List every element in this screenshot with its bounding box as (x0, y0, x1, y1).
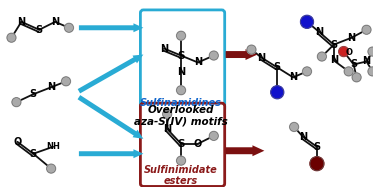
Text: Sulfinamidines: Sulfinamidines (140, 98, 222, 108)
Text: N: N (47, 82, 55, 92)
Circle shape (247, 45, 256, 54)
Circle shape (300, 15, 313, 28)
Circle shape (209, 131, 218, 140)
Text: S: S (30, 149, 37, 159)
Circle shape (271, 86, 284, 99)
Text: S: S (330, 40, 338, 50)
Text: N: N (348, 33, 356, 43)
Circle shape (317, 52, 326, 61)
Circle shape (46, 164, 56, 173)
Text: N: N (315, 27, 323, 37)
FancyBboxPatch shape (140, 10, 225, 112)
FancyArrow shape (226, 145, 264, 156)
Text: S: S (30, 89, 37, 99)
Text: N: N (299, 132, 307, 142)
Text: S: S (177, 50, 185, 60)
FancyArrow shape (226, 49, 257, 60)
FancyArrow shape (79, 23, 143, 32)
Text: NH: NH (46, 142, 60, 151)
Text: O: O (13, 137, 21, 147)
Circle shape (352, 73, 361, 82)
FancyArrow shape (79, 149, 143, 158)
Circle shape (177, 86, 186, 95)
FancyBboxPatch shape (140, 103, 225, 186)
Circle shape (64, 23, 74, 32)
Text: N: N (177, 67, 185, 77)
Text: S: S (350, 60, 357, 70)
Text: S: S (314, 142, 321, 152)
Circle shape (362, 25, 371, 34)
Circle shape (368, 67, 375, 76)
Text: N: N (163, 124, 171, 134)
Circle shape (310, 157, 324, 171)
Circle shape (290, 122, 298, 131)
Text: S: S (36, 25, 43, 35)
Text: Overlooked
aza-S(IV) motifs: Overlooked aza-S(IV) motifs (134, 105, 228, 127)
Text: N: N (363, 57, 370, 67)
Text: N: N (51, 17, 59, 27)
Text: O: O (345, 48, 352, 57)
Text: N: N (194, 57, 202, 67)
Circle shape (177, 156, 186, 165)
Circle shape (344, 67, 353, 76)
Text: N: N (257, 53, 265, 63)
Text: Sulfinimidate
esters: Sulfinimidate esters (144, 165, 218, 186)
Text: N: N (17, 17, 26, 27)
Circle shape (163, 110, 172, 119)
Circle shape (12, 98, 21, 107)
Circle shape (303, 67, 312, 76)
Text: S: S (274, 62, 281, 72)
FancyArrow shape (78, 95, 143, 139)
Circle shape (62, 77, 70, 86)
Circle shape (368, 47, 375, 56)
FancyArrow shape (78, 55, 143, 93)
Text: N: N (160, 44, 168, 54)
Text: N: N (289, 72, 297, 82)
Circle shape (209, 51, 218, 60)
Circle shape (177, 31, 186, 40)
Text: O: O (194, 139, 202, 149)
Circle shape (339, 47, 349, 57)
Circle shape (7, 33, 16, 42)
Text: S: S (177, 139, 185, 149)
Text: N: N (330, 56, 338, 66)
